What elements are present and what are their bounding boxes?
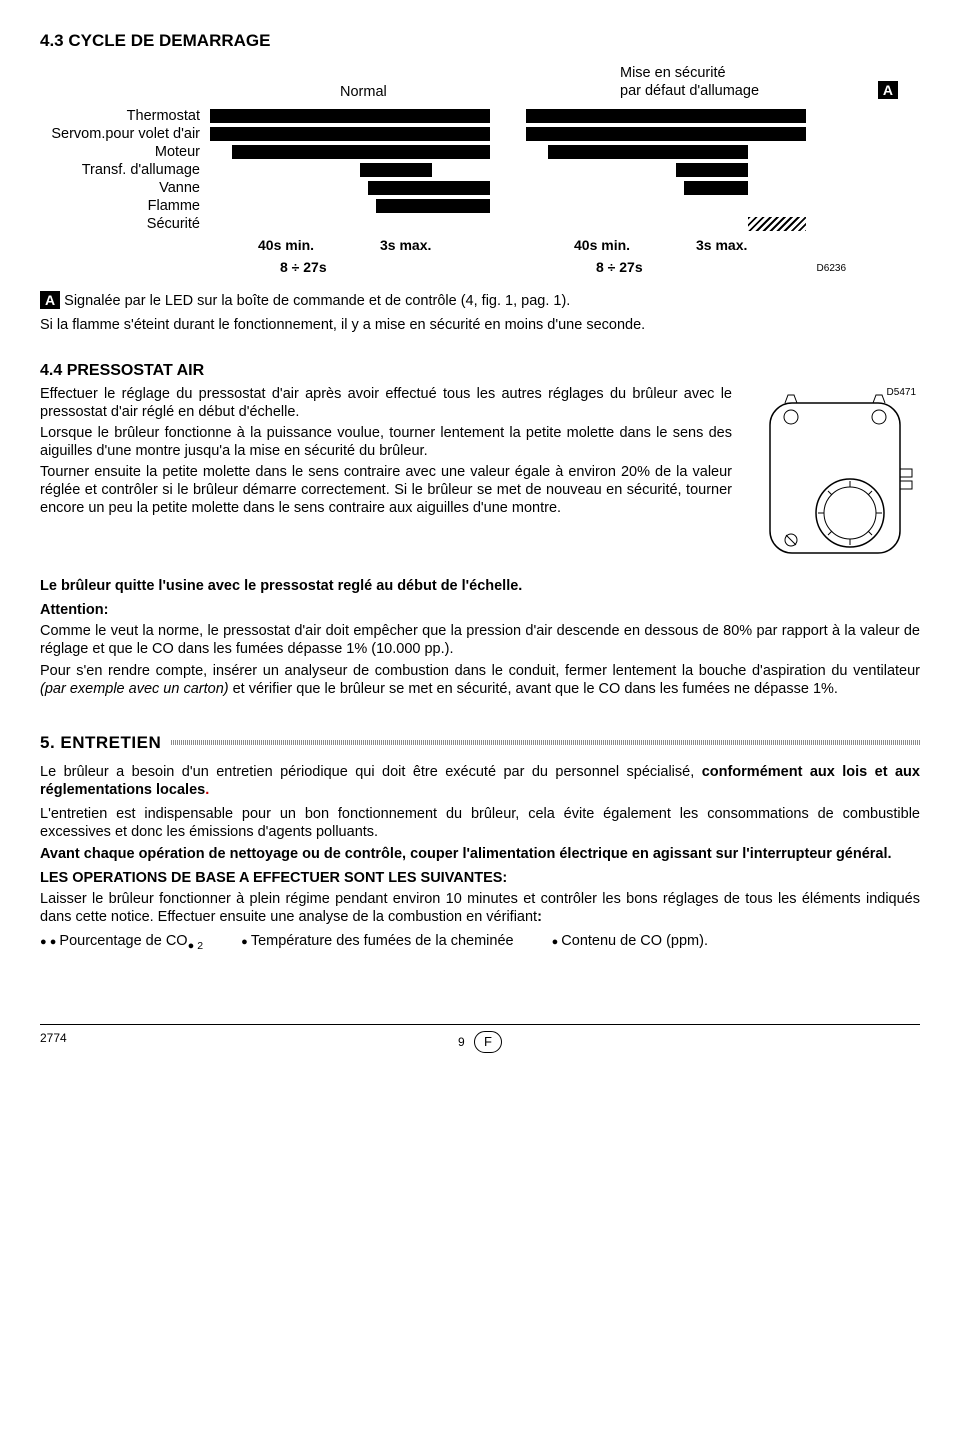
s5-p3: Avant chaque opération de nettoyage ou d…	[40, 845, 920, 863]
bar-moteur-fault	[526, 145, 806, 159]
bar-vanne-fault	[526, 181, 806, 195]
s5-bullets: Pourcentage de CO2 Température des fumée…	[40, 932, 920, 954]
bullet-temp: Température des fumées de la cheminée	[241, 932, 513, 954]
bar-transf-fault	[526, 163, 806, 177]
p44-bold: Le brûleur quitte l'usine avec le presso…	[40, 577, 920, 595]
bar-flamme-fault	[526, 199, 806, 213]
p44-att2: Pour s'en rendre compte, insérer un anal…	[40, 662, 920, 698]
page-footer: 2774 9 F	[40, 1024, 920, 1053]
timing-range-2: 8 ÷ 27s	[596, 259, 643, 277]
red-dot-icon: .	[205, 782, 209, 798]
bar-servom-fault	[526, 127, 806, 141]
figure-code: D5471	[887, 387, 916, 400]
bar-moteur-normal	[210, 145, 490, 159]
bar-securite-fault	[526, 217, 806, 231]
bar-securite-normal	[210, 217, 490, 231]
badge-a-inline: A	[40, 291, 60, 309]
timing-40s-2: 40s min.	[574, 237, 630, 255]
row-label-vanne: Vanne	[40, 179, 210, 197]
pressostat-icon	[755, 385, 915, 565]
attention-label: Attention:	[40, 601, 920, 619]
bullet-co: Contenu de CO (ppm).	[552, 932, 708, 954]
bar-flamme-normal	[210, 199, 490, 213]
note-led: A Signalée par le LED sur la boîte de co…	[40, 291, 920, 310]
startup-cycle-diagram: Normal Mise en sécurité par défaut d'all…	[40, 61, 920, 277]
pressostat-figure: D5471	[750, 385, 920, 570]
bar-thermostat-normal	[210, 109, 490, 123]
row-label-transf: Transf. d'allumage	[40, 161, 210, 179]
s5-p2: L'entretien est indispensable pour un bo…	[40, 805, 920, 841]
timing-3s: 3s max.	[380, 237, 431, 255]
row-label-thermostat: Thermostat	[40, 107, 210, 125]
row-label-flamme: Flamme	[40, 197, 210, 215]
timing-normal: 40s min. 3s max. 8 ÷ 27s	[210, 237, 490, 277]
diagram-code: D6236	[817, 263, 846, 276]
section-5-rule	[171, 740, 920, 745]
bar-transf-normal	[210, 163, 490, 177]
p44-att2-b: et vérifier que le brûleur se met en séc…	[229, 681, 838, 697]
p44-att2-a: Pour s'en rendre compte, insérer un anal…	[40, 663, 920, 679]
timing-40s: 40s min.	[258, 237, 314, 255]
p44-att1: Comme le veut la norme, le pressostat d'…	[40, 622, 920, 658]
bar-thermostat-fault	[526, 109, 806, 123]
bar-servom-normal	[210, 127, 490, 141]
timing-fault: 40s min. 3s max. 8 ÷ 27s D6236	[526, 237, 806, 277]
section-4-4-title: 4.4 PRESSOSTAT AIR	[40, 361, 920, 381]
row-label-securite: Sécurité	[40, 215, 210, 233]
bar-vanne-normal	[210, 181, 490, 195]
bullet-co2: Pourcentage de CO2	[40, 932, 203, 954]
s5-p4: Laisser le brûleur fonctionner à plein r…	[40, 890, 920, 926]
badge-a-icon: A	[878, 81, 898, 99]
s5-p1: Le brûleur a besoin d'un entretien pério…	[40, 763, 920, 799]
footer-lang: F	[474, 1031, 502, 1053]
section-4-3-title: 4.3 CYCLE DE DEMARRAGE	[40, 30, 920, 51]
note-led-text: Signalée par le LED sur la boîte de comm…	[64, 293, 570, 309]
label-normal: Normal	[340, 83, 387, 101]
note-flame: Si la flamme s'éteint durant le fonction…	[40, 316, 920, 334]
section-5-title: 5. ENTRETIEN	[40, 732, 161, 753]
p44-1: Effectuer le réglage du pressostat d'air…	[40, 385, 732, 421]
s5-p1a: Le brûleur a besoin d'un entretien pério…	[40, 764, 702, 780]
p44-att2-i: (par exemple avec un carton)	[40, 681, 229, 697]
timing-3s-2: 3s max.	[696, 237, 747, 255]
p44-3: Tourner ensuite la petite molette dans l…	[40, 463, 732, 517]
footer-docnum: 2774	[40, 1031, 67, 1046]
timing-range: 8 ÷ 27s	[280, 259, 327, 277]
footer-page: 9	[458, 1035, 465, 1049]
row-label-moteur: Moteur	[40, 143, 210, 161]
p44-2: Lorsque le brûleur fonctionne à la puiss…	[40, 424, 732, 460]
label-mise-securite: Mise en sécurité par défaut d'allumage	[620, 65, 759, 100]
row-label-servom: Servom.pour volet d'air	[40, 125, 210, 143]
s5-ops: LES OPERATIONS DE BASE A EFFECTUER SONT …	[40, 869, 920, 887]
